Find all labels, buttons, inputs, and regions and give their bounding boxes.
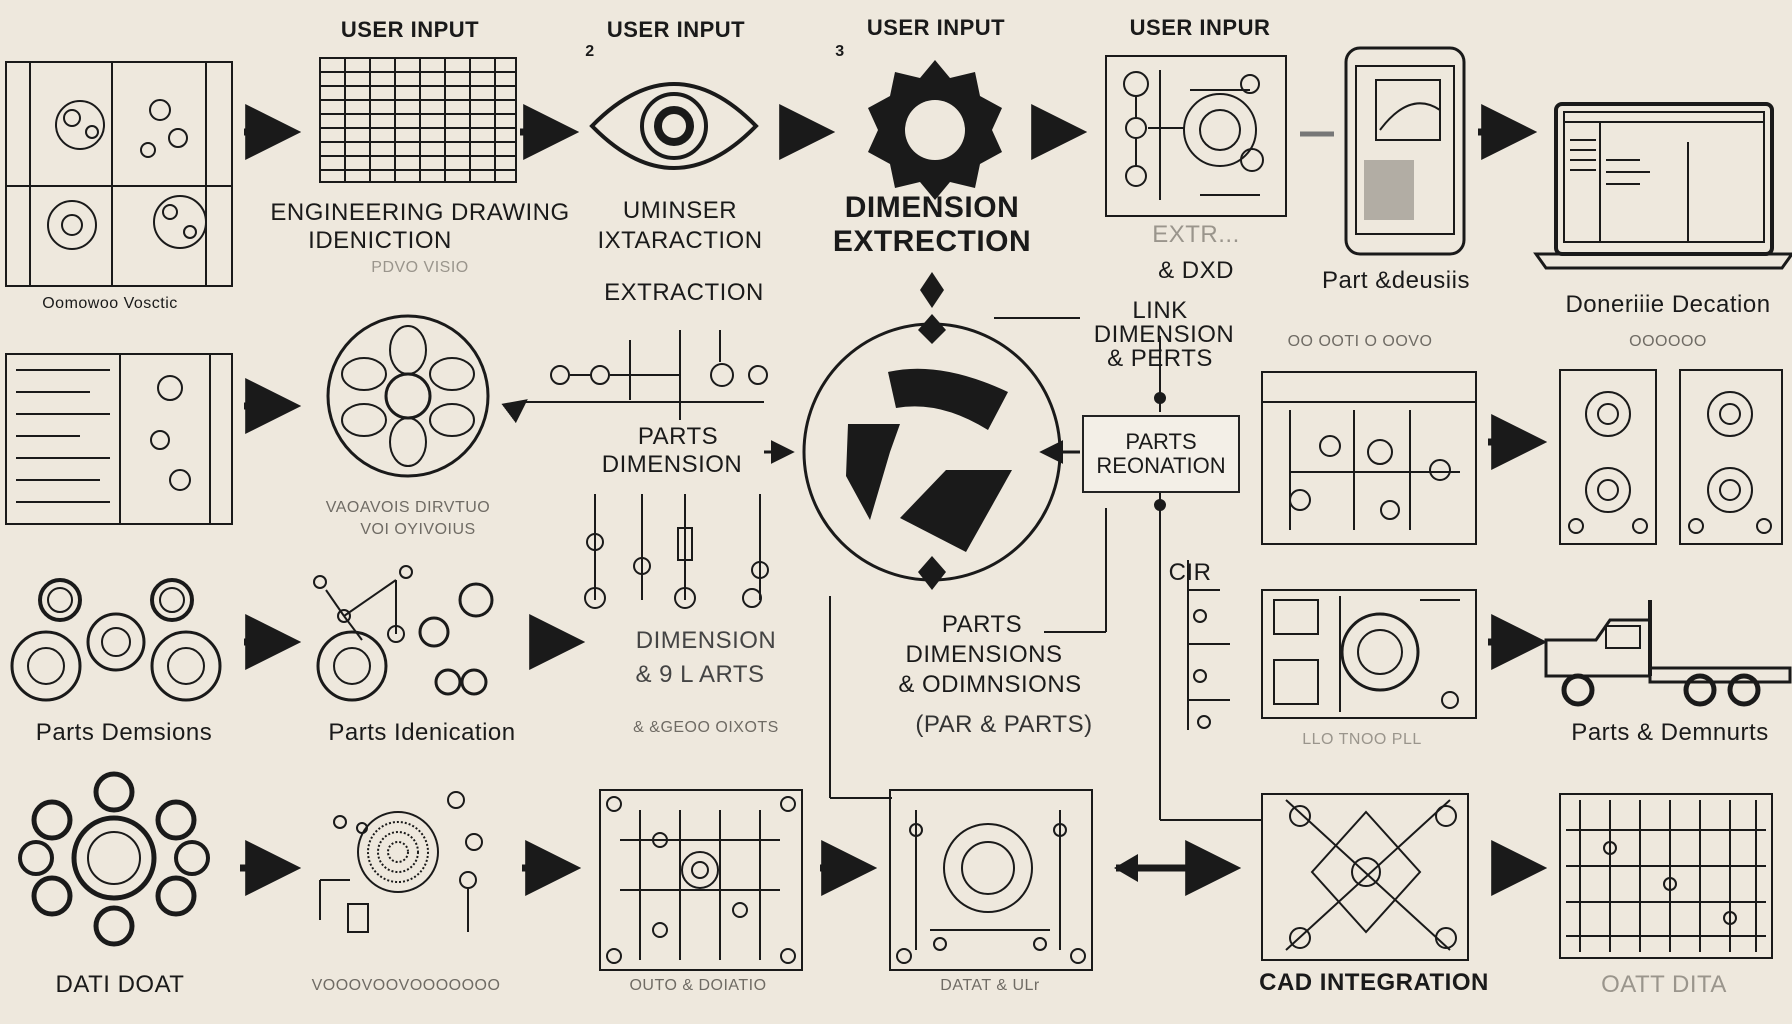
gear-icon [868,60,1002,200]
label-datl-doat: DATI DOAT [55,971,185,998]
label-dimension-parts-1: DIMENSION [635,627,777,654]
label-row4-caption-2: VOOOVOOVOOOOOOO [311,977,501,994]
label-doneiine-decation: Doneriiie Decation [1565,291,1771,318]
label-row1-caption: Oomowoo Vosctic [42,295,178,312]
truck-icon [1544,600,1792,707]
gears-cluster [18,771,210,947]
parts-network [313,565,494,702]
step-marker-3: 3 [835,43,845,60]
label-extr-faint: EXTR... [1152,221,1240,248]
tablet-icon [1344,46,1466,256]
parts-recognition-line1: PARTS [1125,428,1197,454]
eye-icon [589,82,759,170]
gears-grid [1559,369,1783,545]
label-panel-caption-2: OOOOOO [1629,333,1707,350]
circuit-board-1 [599,789,803,971]
label-parts-demsions: Parts Demsions [35,719,213,746]
label-par-parts: (PAR & PARTS) [915,711,1093,738]
header-user-input-3: USER INPUT [866,15,1006,40]
label-part-details: Part &deusiis [1322,267,1470,294]
label-uminser: UMINSER [622,197,738,224]
label-dxd: & DXD [1158,257,1234,284]
label-dimension-parts-small: & &GEOO OIXOTS [633,719,779,736]
wheel-icon [326,314,490,478]
cycle-ring [802,272,1062,590]
step-marker-2: 2 [585,43,595,60]
label-oatt-dita: OATT DITA [1601,971,1727,998]
parts-circles [10,578,222,702]
label-parts-idenication: Parts Idenication [328,719,516,746]
panel-schematic-2 [1261,371,1477,545]
schematic-top [518,330,768,420]
label-link: LINK [1132,297,1188,324]
parts-recognition-line2: REONATION [1096,453,1226,478]
label-parts-c3: & ODIMNSIONS [898,671,1082,698]
label-link-parts: & PERTS [1107,345,1213,372]
label-row3-faint: LLO TNOO PLL [1302,731,1422,748]
label-parts: PARTS [637,423,719,450]
label-ocr: CIR [1168,559,1212,586]
label-parts-c1: PARTS [941,611,1023,638]
bidirectional-arrow [1114,840,1242,896]
cad-integration-panel [1261,793,1469,961]
label-idenction: IDENICTION [308,227,452,254]
mesh-sphere [319,791,483,933]
label-cad-integration: CAD INTEGRATION [1259,969,1489,996]
laptop-icon [1533,102,1792,270]
schematic-bottom [584,494,769,609]
label-dimension-extraction-1: DIMENSION [844,191,1020,224]
connector-lines [829,317,1262,821]
header-user-input-4: USER INPUR [1129,15,1271,40]
label-outo-dotatio: OUTO & DOIATIO [629,977,767,994]
spreadsheet-grid-icon [319,57,517,183]
label-wheel-caption-1: VAOAVOIS DIRVTUO [325,499,491,516]
label-dimension-extraction-2: EXTRECTION [832,225,1032,258]
circuit-panel-1 [1105,55,1287,217]
label-engineering-drawing: ENGINEERING DRAWING [270,199,570,226]
label-dimension: DIMENSION [601,451,743,478]
engineering-drawing-panel [5,61,233,287]
header-user-input-1: USER INPUT [340,17,480,42]
label-link-dimension: DIMENSION [1093,321,1235,348]
label-dimension-parts-2: & 9 L ARTS [635,661,765,688]
label-parts-c2: DIMENSIONS [905,641,1063,668]
label-datat-ulr: DATAT & ULr [940,977,1040,994]
label-parts-demnurts: Parts & Demnurts [1571,719,1769,746]
label-pdvo-visio: PDVO VISIO [371,259,469,276]
chart-panel [5,353,233,525]
flow-arrows [240,104,1548,896]
header-user-input-2: USER INPUT [606,17,746,42]
thin-arrows [501,399,1080,464]
parts-recognition-box: PARTS REONATION [1082,415,1240,493]
label-extraction: EXTRACTION [604,279,764,306]
label-wheel-caption-2: VOI OYIVOIUS [360,521,476,538]
wiring-grid [1559,793,1773,959]
circuit-board-2 [889,789,1093,971]
label-panel-caption-1: OO OOTI O OOVO [1287,333,1433,350]
label-extaraction: IXTARACTION [597,227,763,254]
panel-reel [1261,589,1477,719]
